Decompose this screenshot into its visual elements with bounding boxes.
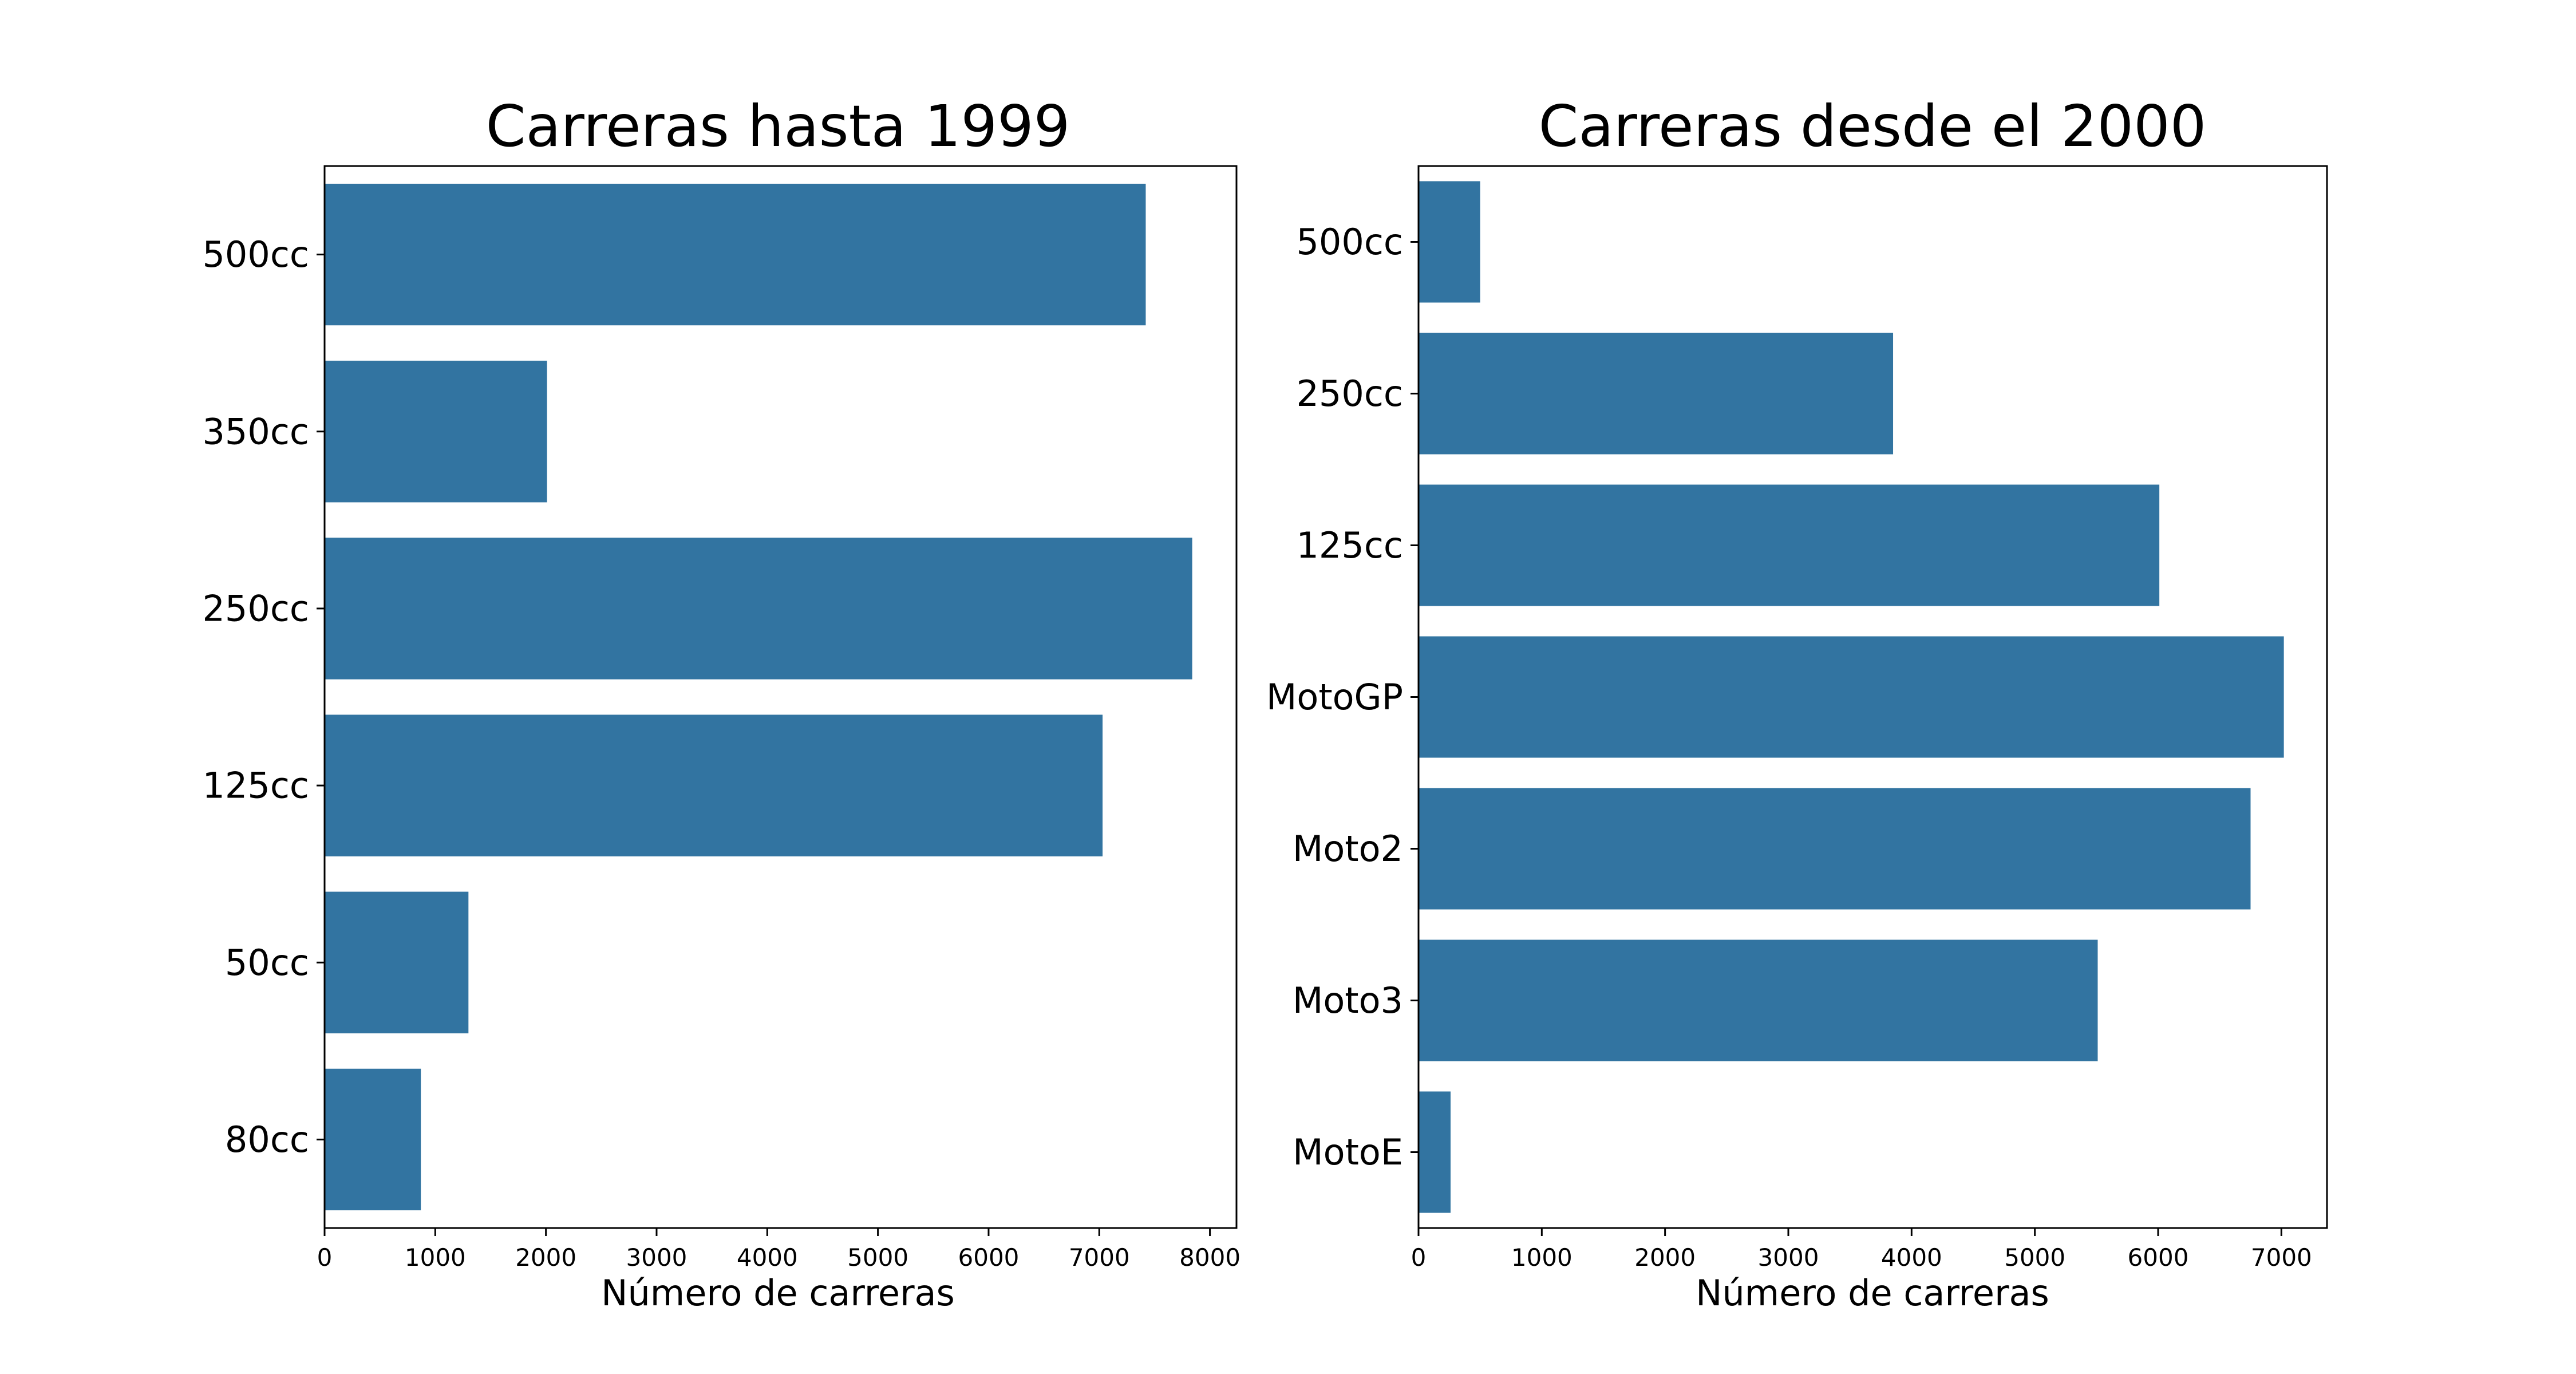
x-tick-label: 5000 xyxy=(847,1243,908,1272)
y-tick-label: 250cc xyxy=(1296,373,1403,414)
bar xyxy=(325,538,1192,680)
plot-frame xyxy=(323,165,1238,1229)
x-tick-label: 0 xyxy=(317,1243,333,1272)
x-tick-label: 1000 xyxy=(405,1243,466,1272)
x-tick-label: 6000 xyxy=(958,1243,1020,1272)
bar xyxy=(1419,788,2251,910)
bar xyxy=(325,714,1103,856)
x-tick-label: 2000 xyxy=(1634,1243,1696,1272)
chart-title: Carreras desde el 2000 xyxy=(1539,93,2207,160)
y-tick-label: MotoGP xyxy=(1266,676,1403,718)
x-tick-label: 0 xyxy=(1411,1243,1427,1272)
y-tick-label: 125cc xyxy=(202,765,309,807)
chart-left: Carreras hasta 1999 Número de carreras 5… xyxy=(202,93,1240,1314)
bar xyxy=(325,361,547,503)
y-tick-label: 50cc xyxy=(225,942,309,984)
bar xyxy=(1419,939,2098,1061)
bar xyxy=(1419,333,1894,455)
x-tick-label: 5000 xyxy=(2004,1243,2065,1272)
x-tick-label: 3000 xyxy=(1758,1243,1819,1272)
x-tick-label: 7000 xyxy=(2251,1243,2312,1272)
y-tick-label: Moto3 xyxy=(1293,980,1403,1021)
y-tick-label: 500cc xyxy=(1296,221,1403,263)
y-tick-label: 500cc xyxy=(202,234,309,275)
x-tick-label: 4000 xyxy=(1881,1243,1942,1272)
x-tick-label: 7000 xyxy=(1069,1243,1130,1272)
x-tick-label: 1000 xyxy=(1511,1243,1573,1272)
y-tick-label: 350cc xyxy=(202,410,309,452)
bar xyxy=(325,183,1146,326)
bar xyxy=(325,1068,421,1211)
y-tick-label: Moto2 xyxy=(1293,828,1403,870)
bar xyxy=(1419,181,1480,303)
y-tick-label: 80cc xyxy=(225,1119,309,1160)
bar xyxy=(1419,484,2160,606)
x-tick-label: 8000 xyxy=(1179,1243,1240,1272)
x-axis-label: Número de carreras xyxy=(1696,1272,2049,1314)
chart-title: Carreras hasta 1999 xyxy=(486,93,1070,160)
chart-right: Carreras desde el 2000 Número de carrera… xyxy=(1266,93,2328,1314)
y-tick-label: 125cc xyxy=(1296,524,1403,566)
x-tick-label: 3000 xyxy=(626,1243,688,1272)
x-axis-label: Número de carreras xyxy=(601,1272,955,1314)
bar xyxy=(325,891,469,1033)
bar xyxy=(1419,636,2284,758)
x-tick-label: 4000 xyxy=(737,1243,798,1272)
bar xyxy=(1419,1091,1451,1213)
y-tick-label: MotoE xyxy=(1293,1131,1403,1173)
x-tick-label: 2000 xyxy=(515,1243,576,1272)
y-tick-label: 250cc xyxy=(202,587,309,629)
x-tick-label: 6000 xyxy=(2128,1243,2189,1272)
